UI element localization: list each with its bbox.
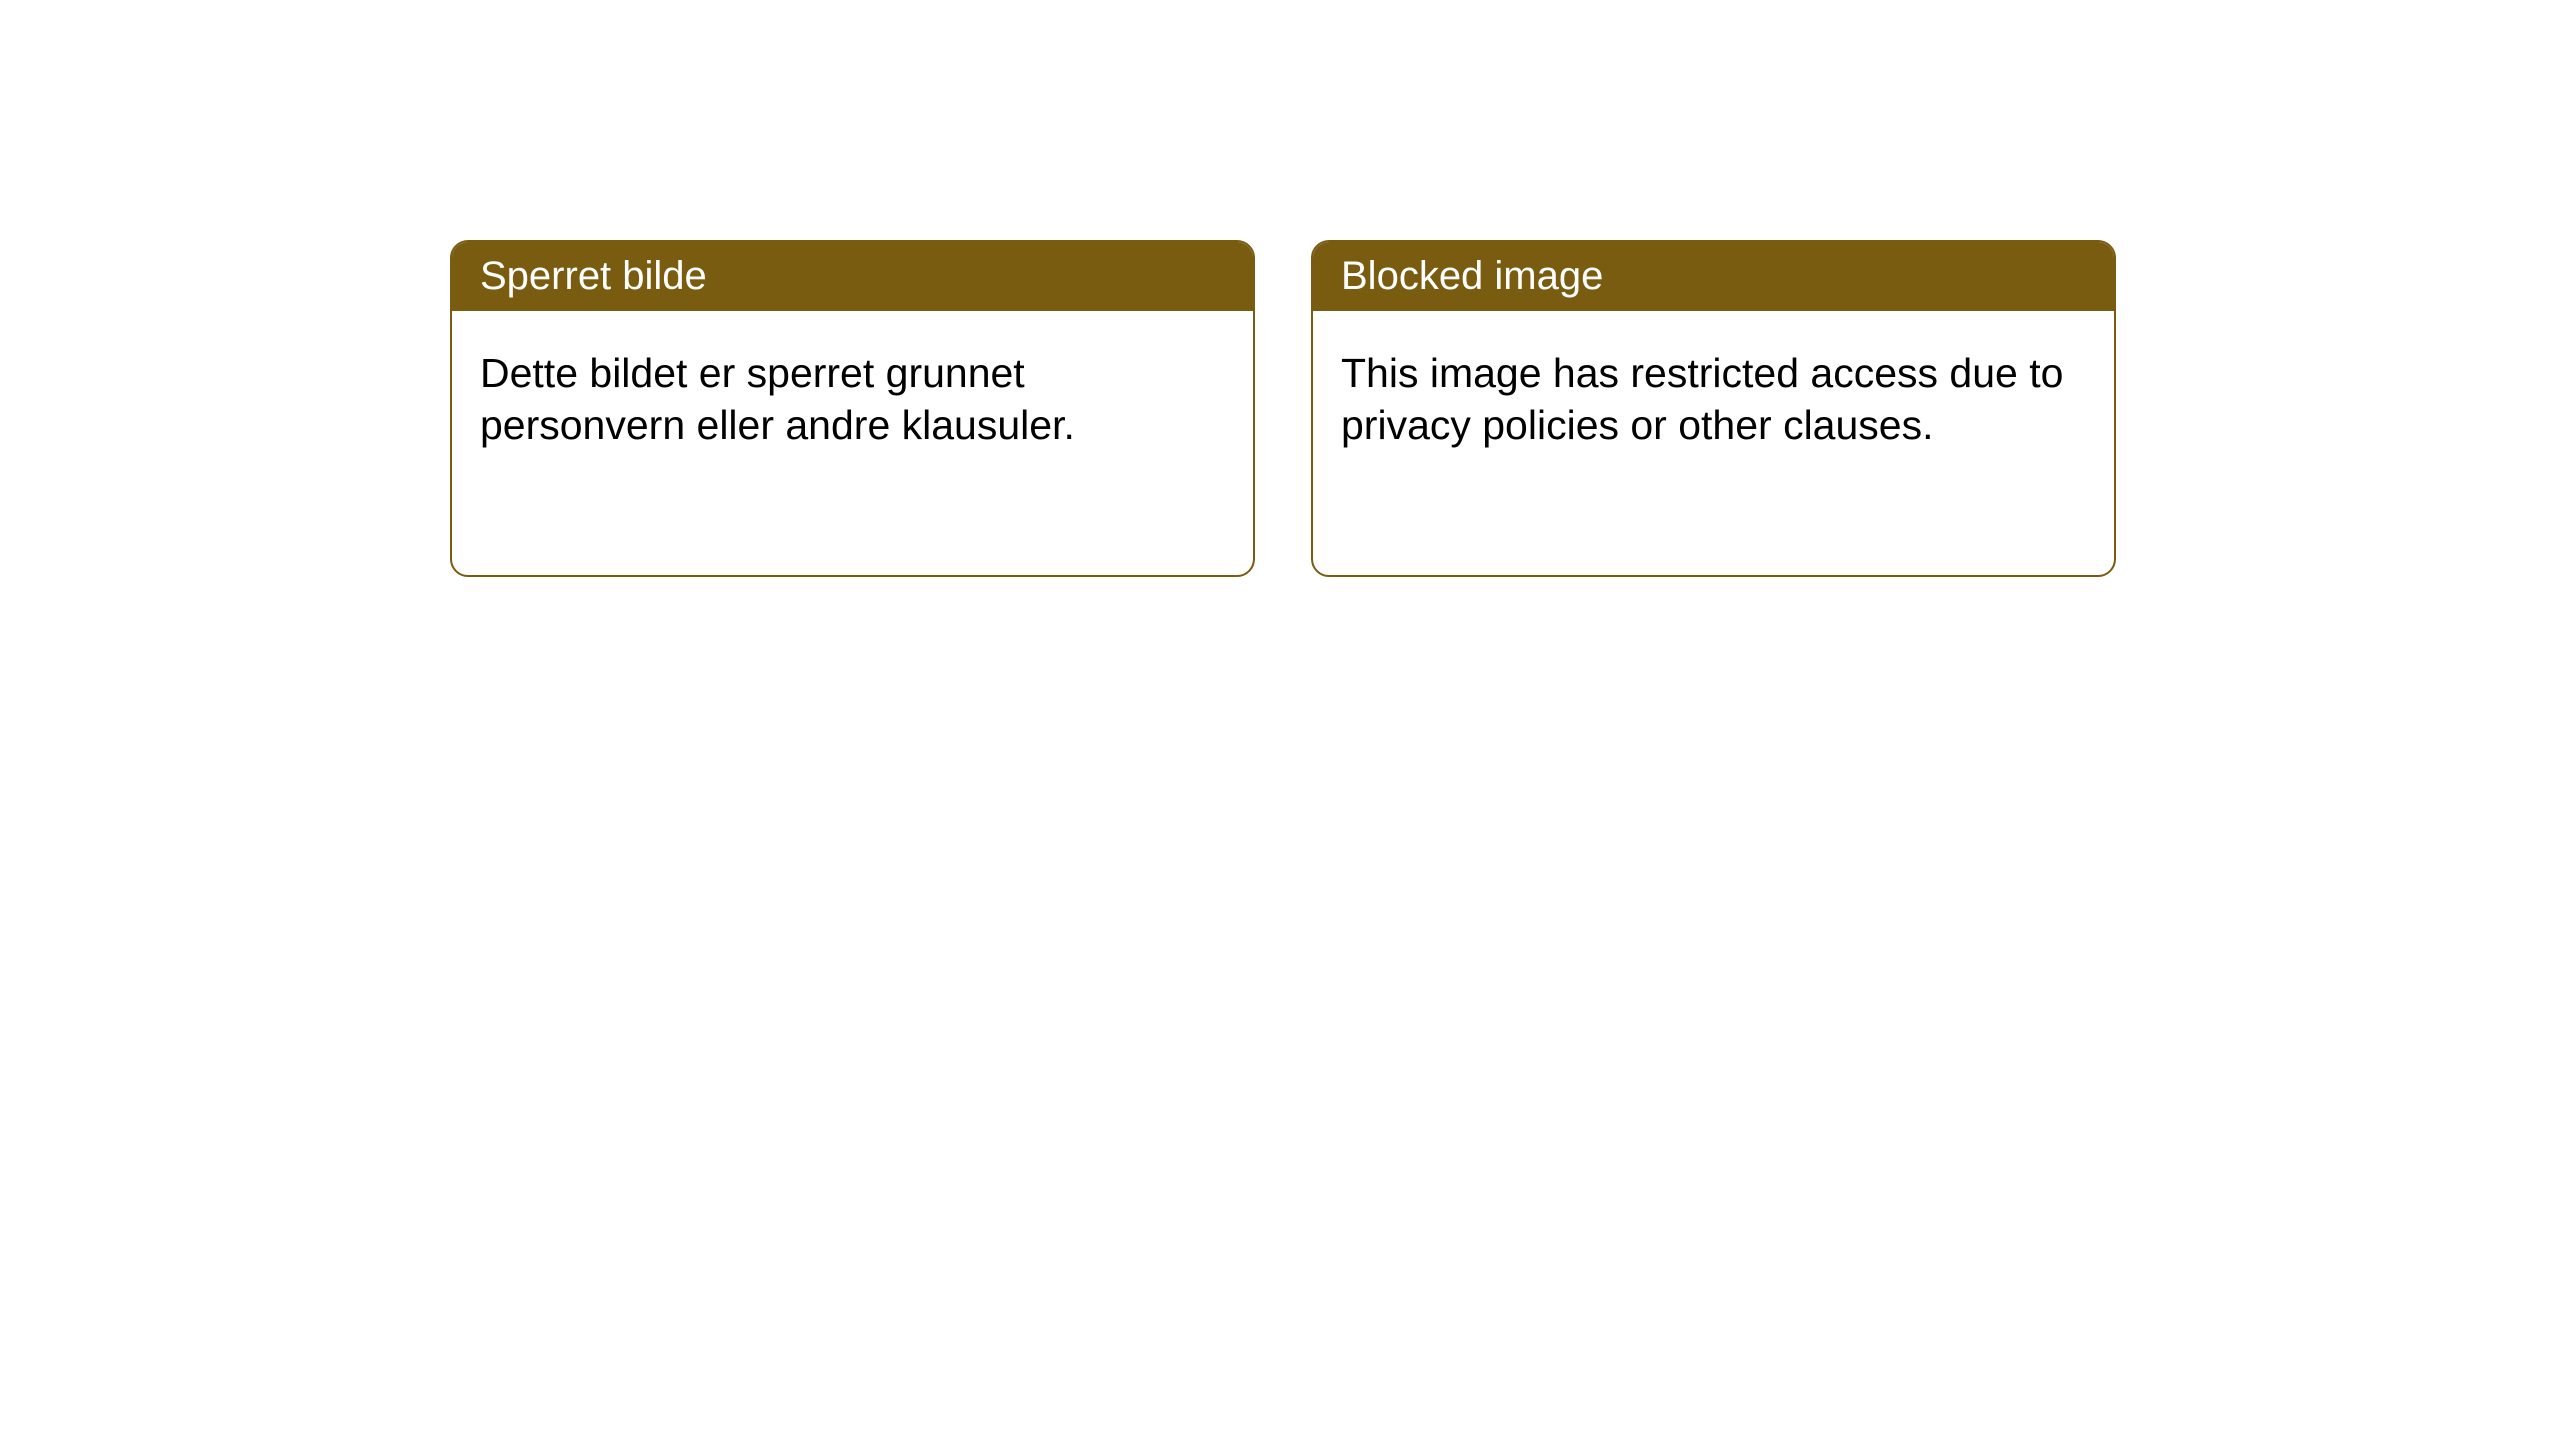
notice-card-body: This image has restricted access due to …	[1313, 311, 2114, 488]
notice-card-norwegian: Sperret bilde Dette bildet er sperret gr…	[450, 240, 1255, 577]
notice-card-header: Blocked image	[1313, 242, 2114, 311]
notice-card-header: Sperret bilde	[452, 242, 1253, 311]
notice-card-english: Blocked image This image has restricted …	[1311, 240, 2116, 577]
notice-cards-container: Sperret bilde Dette bildet er sperret gr…	[450, 240, 2116, 577]
notice-card-body: Dette bildet er sperret grunnet personve…	[452, 311, 1253, 488]
